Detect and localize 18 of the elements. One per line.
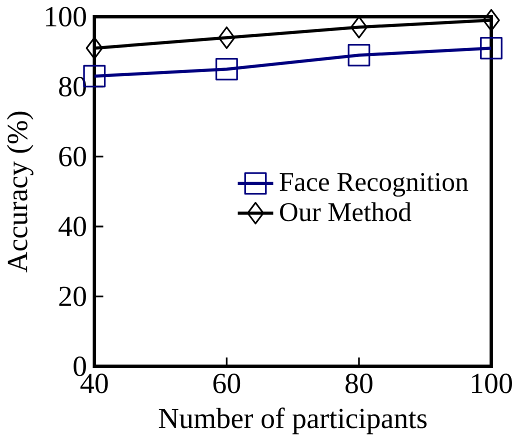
y-tick-label: 60 [59, 146, 86, 166]
x-axis-title: Number of participants [158, 407, 427, 434]
point [218, 26, 236, 49]
y-tick-label: 20 [59, 286, 86, 306]
legend-label: Face Recognition [280, 172, 468, 197]
y-axis-title: Accuracy (%) [6, 112, 34, 272]
point [348, 44, 370, 66]
point [86, 36, 104, 60]
point [482, 8, 500, 32]
x-tick-label: 60 [213, 374, 240, 394]
legend-label: Our Method [280, 202, 412, 222]
point [480, 36, 502, 60]
point [215, 58, 238, 80]
x-tick-label: 80 [346, 374, 372, 394]
x-tick-label: 100 [472, 374, 512, 394]
y-tick-label: 40 [58, 216, 86, 236]
y-tick-label: 80 [59, 76, 86, 96]
y-tick-label: 100 [46, 6, 86, 26]
